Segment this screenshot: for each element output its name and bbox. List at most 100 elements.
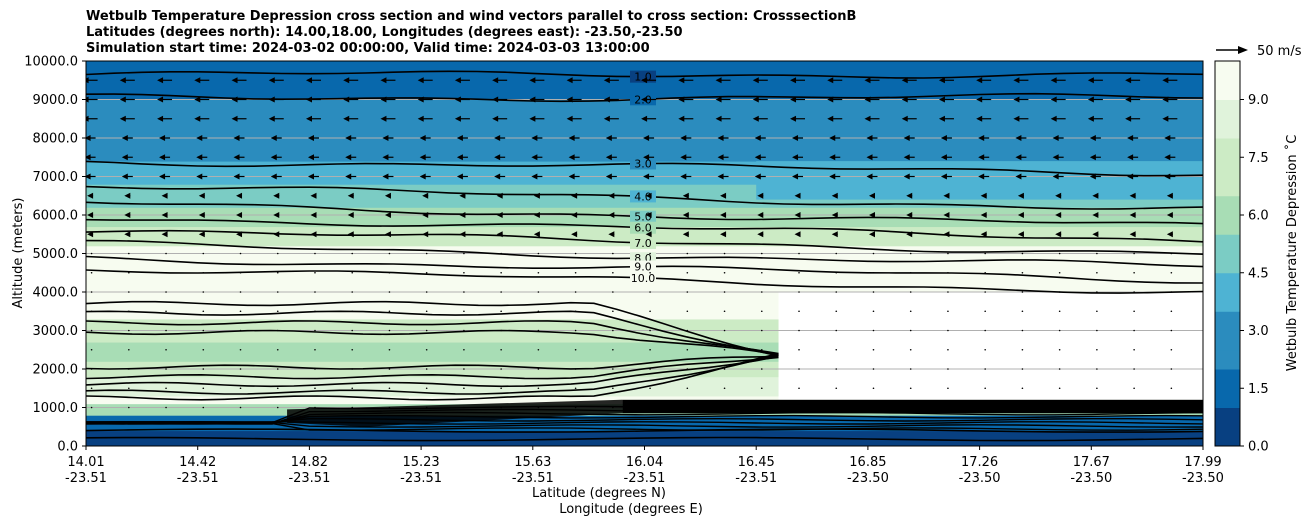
wind-vector-head (901, 96, 908, 103)
wind-vector (798, 348, 800, 351)
wind-vector-head (384, 212, 391, 218)
contour-label: 1.0 (634, 71, 652, 84)
wind-vector (1170, 387, 1173, 390)
wind-vector-head (1127, 154, 1134, 161)
contour-label: 6.0 (634, 222, 652, 235)
wind-vector (1096, 406, 1098, 409)
wind-vector-head (1015, 154, 1022, 161)
wind-vector-head (380, 77, 387, 84)
wind-vector (1133, 387, 1135, 390)
wind-vector (760, 252, 763, 255)
wind-vector (1021, 368, 1024, 370)
wind-vector-head (752, 96, 759, 103)
wind-vector (798, 291, 800, 293)
wind-vector-head (943, 192, 950, 199)
wind-vector (686, 291, 689, 293)
chart-title: Wetbulb Temperature Depression cross sec… (86, 9, 856, 57)
wind-vector-head (529, 96, 536, 103)
wind-vector-head (384, 231, 391, 238)
wind-vector (314, 291, 316, 293)
wind-vector-head (903, 135, 910, 141)
wind-vector (1058, 310, 1061, 313)
wind-vector (723, 406, 726, 409)
wind-vector (649, 348, 651, 351)
wind-vector-head (307, 135, 314, 141)
wind-vector-head (86, 96, 89, 103)
wind-vector (947, 329, 949, 332)
wind-vector-head (194, 77, 201, 84)
colorbar-band (1215, 272, 1240, 293)
x-tick-label-lat: 16.85 (849, 455, 886, 470)
wind-vector-head (864, 96, 871, 103)
wind-vector-head (198, 231, 205, 238)
contour-label-bg (630, 260, 656, 273)
wind-vector (723, 387, 726, 390)
wind-vector (686, 387, 689, 390)
wind-vector (612, 291, 614, 293)
wind-vector (202, 271, 205, 274)
wind-vector (1058, 387, 1061, 390)
wind-vector-head (794, 231, 801, 238)
wind-vector (760, 291, 763, 293)
wind-vector-head (1050, 77, 1057, 84)
wind-vector-head (1092, 192, 1099, 199)
colorbar-label: Wetbulb Temperature Depression ˚C (1284, 135, 1300, 372)
x-tick-label-lon: -23.51 (177, 471, 219, 486)
wind-vector (388, 387, 391, 390)
wind-vector (798, 252, 800, 255)
title-line-2: Latitudes (degrees north): 14.00,18.00, … (86, 25, 683, 40)
y-tick-label: 9000.0 (33, 93, 79, 108)
wind-vector (500, 406, 502, 409)
wind-vector-head (1055, 231, 1062, 238)
wind-vector (1170, 406, 1173, 409)
wind-vector (649, 252, 651, 255)
wind-vector (686, 329, 689, 332)
wind-vector-head (419, 173, 426, 180)
wind-vector (909, 368, 912, 370)
wind-vector (202, 406, 205, 409)
wind-vector-head (978, 135, 985, 141)
wind-vector (500, 291, 502, 293)
filled-contour-band (778, 292, 1203, 400)
wind-vector (760, 368, 763, 370)
wind-vector-head (720, 231, 727, 238)
wind-vector (128, 252, 130, 255)
wind-vector-head (829, 135, 836, 141)
wind-vector-head (568, 154, 575, 161)
wind-vector-head (794, 192, 801, 199)
wind-vector-head (568, 173, 575, 180)
wind-vector (351, 252, 354, 255)
wind-vector (872, 329, 875, 332)
wind-vector-head (754, 154, 761, 161)
wind-vector-head (533, 212, 540, 218)
wind-vector (872, 271, 875, 274)
wind-vector (612, 310, 614, 313)
wind-vector (649, 291, 651, 293)
quiver-key: 50 m/s (1216, 44, 1302, 59)
wind-vector-head (119, 77, 126, 84)
x-tick-label-lon: -23.50 (1070, 471, 1112, 486)
x-tick-label-lon: -23.51 (65, 471, 107, 486)
wind-vector (500, 271, 502, 274)
colorbar-band (1215, 138, 1240, 158)
wind-vector-head (1129, 231, 1136, 238)
wind-vector (537, 252, 540, 255)
y-tick-label: 3000.0 (33, 324, 79, 339)
wind-vector (239, 368, 242, 370)
wind-vector-head (194, 96, 201, 103)
wind-vector (463, 368, 465, 370)
colorbar-tick-label: 0.0 (1248, 440, 1269, 455)
wind-vector (500, 387, 502, 390)
wind-vector-head (270, 154, 277, 161)
wind-vector (537, 348, 540, 351)
wind-vector (388, 291, 391, 293)
contour-line (86, 352, 779, 401)
wind-vector (90, 291, 93, 293)
contour-label-bg (630, 190, 656, 203)
colorbar: 0.0 1.5 3.0 4.5 6.0 7.5 9.0 (1214, 60, 1269, 455)
wind-vector-head (496, 212, 503, 218)
wind-vector-head (643, 135, 650, 141)
wind-vector-head (459, 231, 466, 238)
wind-vector (90, 252, 93, 255)
wind-vector (1133, 310, 1135, 313)
